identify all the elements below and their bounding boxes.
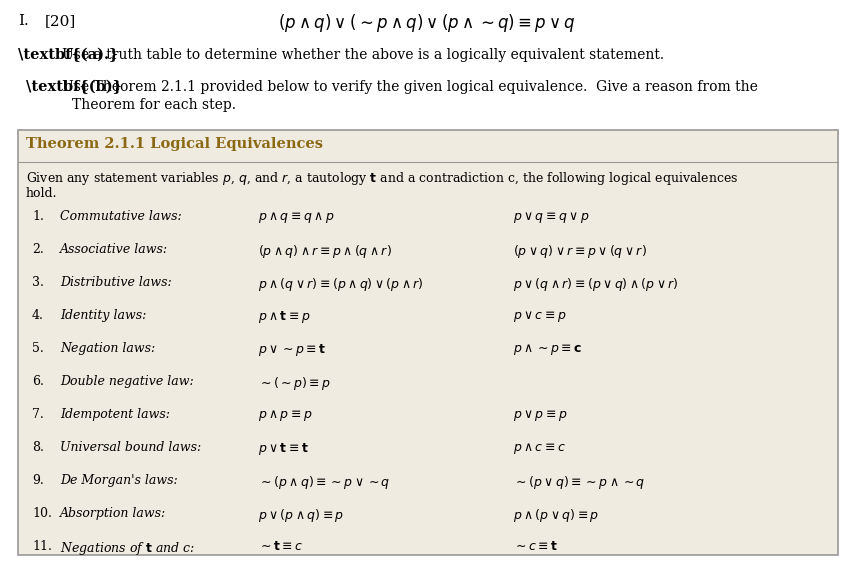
Text: ${\sim}c\equiv\mathbf{t}$: ${\sim}c\equiv\mathbf{t}$ — [513, 540, 558, 553]
Text: ${\sim}(p\vee q)\equiv{\sim}p\wedge{\sim}q$: ${\sim}(p\vee q)\equiv{\sim}p\wedge{\sim… — [513, 474, 646, 491]
Text: Identity laws:: Identity laws: — [60, 309, 146, 322]
Text: $p\vee p\equiv p$: $p\vee p\equiv p$ — [513, 408, 568, 423]
Text: 10.: 10. — [32, 507, 52, 520]
Text: $p\vee\mathbf{t}\equiv\mathbf{t}$: $p\vee\mathbf{t}\equiv\mathbf{t}$ — [258, 441, 309, 457]
Text: 1.: 1. — [32, 210, 44, 223]
Text: $(p\vee q)\vee r\equiv p\vee(q\vee r)$: $(p\vee q)\vee r\equiv p\vee(q\vee r)$ — [513, 243, 647, 260]
Text: Commutative laws:: Commutative laws: — [60, 210, 182, 223]
Text: Negations of $\mathbf{t}$ and c:: Negations of $\mathbf{t}$ and c: — [60, 540, 195, 557]
Text: Negation laws:: Negation laws: — [60, 342, 156, 355]
Text: $p\wedge{\sim}p\equiv\mathbf{c}$: $p\wedge{\sim}p\equiv\mathbf{c}$ — [513, 342, 582, 357]
Text: $p\wedge q\equiv q\wedge p$: $p\wedge q\equiv q\wedge p$ — [258, 210, 334, 225]
Text: $p\wedge(q\vee r)\equiv(p\wedge q)\vee(p\wedge r)$: $p\wedge(q\vee r)\equiv(p\wedge q)\vee(p… — [258, 276, 423, 293]
Text: Use a truth table to determine whether the above is a logically equivalent state: Use a truth table to determine whether t… — [62, 48, 664, 62]
Text: De Morgan's laws:: De Morgan's laws: — [60, 474, 178, 487]
Text: Idempotent laws:: Idempotent laws: — [60, 408, 170, 421]
Text: hold.: hold. — [26, 187, 57, 200]
Text: Theorem for each step.: Theorem for each step. — [72, 98, 236, 112]
Text: $p\wedge\mathbf{t}\equiv p$: $p\wedge\mathbf{t}\equiv p$ — [258, 309, 310, 325]
Text: [20]: [20] — [45, 14, 76, 28]
Text: Double negative law:: Double negative law: — [60, 375, 194, 388]
Text: 9.: 9. — [32, 474, 44, 487]
Text: $(p\wedge q)\wedge r\equiv p\wedge(q\wedge r)$: $(p\wedge q)\wedge r\equiv p\wedge(q\wed… — [258, 243, 392, 260]
Text: Use Theorem 2.1.1 provided below to verify the given logical equivalence.  Give : Use Theorem 2.1.1 provided below to veri… — [62, 80, 758, 94]
Text: $p\vee{\sim}p\equiv\mathbf{t}$: $p\vee{\sim}p\equiv\mathbf{t}$ — [258, 342, 327, 358]
Text: 3.: 3. — [32, 276, 44, 289]
Text: 6.: 6. — [32, 375, 44, 388]
Text: 5.: 5. — [32, 342, 44, 355]
Text: Associative laws:: Associative laws: — [60, 243, 168, 256]
Text: Theorem 2.1.1 Logical Equivalences: Theorem 2.1.1 Logical Equivalences — [26, 137, 323, 151]
Text: $p\vee(q\wedge r)\equiv(p\vee q)\wedge(p\vee r)$: $p\vee(q\wedge r)\equiv(p\vee q)\wedge(p… — [513, 276, 679, 293]
Text: $p\vee(p\wedge q)\equiv p$: $p\vee(p\wedge q)\equiv p$ — [258, 507, 345, 524]
Text: ${\sim}({\sim}p)\equiv p$: ${\sim}({\sim}p)\equiv p$ — [258, 375, 331, 392]
Text: $p\wedge c\equiv c$: $p\wedge c\equiv c$ — [513, 441, 566, 456]
Text: Given any statement variables $p$, $q$, and $r$, a tautology $\mathbf{t}$ and a : Given any statement variables $p$, $q$, … — [26, 170, 739, 187]
Text: Universal bound laws:: Universal bound laws: — [60, 441, 201, 454]
Text: \textbf{(a).}: \textbf{(a).} — [18, 48, 118, 62]
Text: Absorption laws:: Absorption laws: — [60, 507, 166, 520]
Text: $p\wedge(p\vee q)\equiv p$: $p\wedge(p\vee q)\equiv p$ — [513, 507, 599, 524]
Text: Distributive laws:: Distributive laws: — [60, 276, 172, 289]
Text: 4.: 4. — [32, 309, 44, 322]
Text: $(p\wedge q)\vee(\sim p\wedge q)\vee(p\wedge\sim q)\equiv p\vee q$: $(p\wedge q)\vee(\sim p\wedge q)\vee(p\w… — [278, 12, 576, 34]
Text: 7.: 7. — [32, 408, 44, 421]
Text: $p\vee c\equiv p$: $p\vee c\equiv p$ — [513, 309, 567, 324]
Text: I.: I. — [18, 14, 29, 28]
Text: ${\sim}(p\wedge q)\equiv{\sim}p\vee{\sim}q$: ${\sim}(p\wedge q)\equiv{\sim}p\vee{\sim… — [258, 474, 391, 491]
Text: $p\wedge p\equiv p$: $p\wedge p\equiv p$ — [258, 408, 313, 423]
FancyBboxPatch shape — [18, 130, 838, 555]
Text: \textbf{(b)}: \textbf{(b)} — [26, 80, 122, 94]
Text: ${\sim}\mathbf{t}\equiv c$: ${\sim}\mathbf{t}\equiv c$ — [258, 540, 304, 553]
Text: $p\vee q\equiv q\vee p$: $p\vee q\equiv q\vee p$ — [513, 210, 590, 225]
Text: 2.: 2. — [32, 243, 44, 256]
Text: 8.: 8. — [32, 441, 44, 454]
Text: 11.: 11. — [32, 540, 52, 553]
